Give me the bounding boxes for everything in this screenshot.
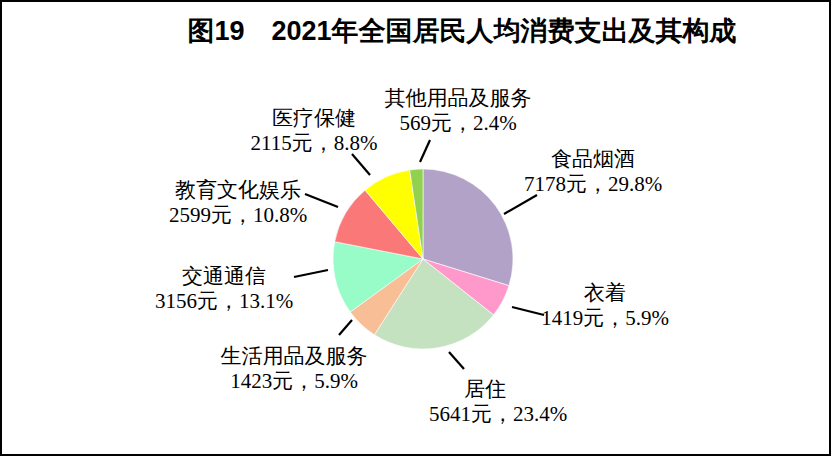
slice-label-value: 5641元，23.4% [429,402,567,427]
slice-label-name: 食品烟酒 [524,147,662,172]
leader-line-4 [294,270,328,277]
slice-label-0: 食品烟酒7178元，29.8% [524,147,662,197]
slice-label-6: 医疗保健2115元，8.8% [251,106,378,156]
leader-line-3 [339,320,352,335]
slice-label-4: 交通通信3156元，13.1% [155,264,293,314]
leader-line-6 [352,154,370,175]
leader-line-2 [449,352,464,369]
leader-line-7 [420,140,430,162]
slice-label-value: 569元，2.4% [385,111,532,136]
slice-label-name: 教育文化娱乐 [169,178,307,203]
figure-19-chart: 图19 2021年全国居民人均消费支出及其构成 食品烟酒7178元，29.8%衣… [0,0,831,456]
slice-label-1: 衣着1419元，5.9% [541,281,669,331]
slice-label-7: 其他用品及服务569元，2.4% [385,86,532,136]
leader-line-5 [305,194,338,207]
slice-label-value: 7178元，29.8% [524,172,662,197]
slice-label-value: 2599元，10.8% [169,203,307,228]
slice-label-2: 居住5641元，23.4% [429,377,567,427]
slice-label-name: 其他用品及服务 [385,86,532,111]
leader-line-0 [504,195,537,214]
slice-label-5: 教育文化娱乐2599元，10.8% [169,178,307,228]
slice-label-name: 交通通信 [155,264,293,289]
slice-label-value: 3156元，13.1% [155,289,293,314]
slice-label-3: 生活用品及服务1423元，5.9% [221,344,368,394]
slice-label-name: 生活用品及服务 [221,344,368,369]
leader-line-1 [512,307,544,315]
slice-label-value: 1419元，5.9% [541,306,669,331]
slice-label-name: 医疗保健 [251,106,378,131]
slice-label-name: 衣着 [541,281,669,306]
slice-label-value: 2115元，8.8% [251,131,378,156]
slice-label-value: 1423元，5.9% [221,369,368,394]
slice-label-name: 居住 [416,377,554,402]
